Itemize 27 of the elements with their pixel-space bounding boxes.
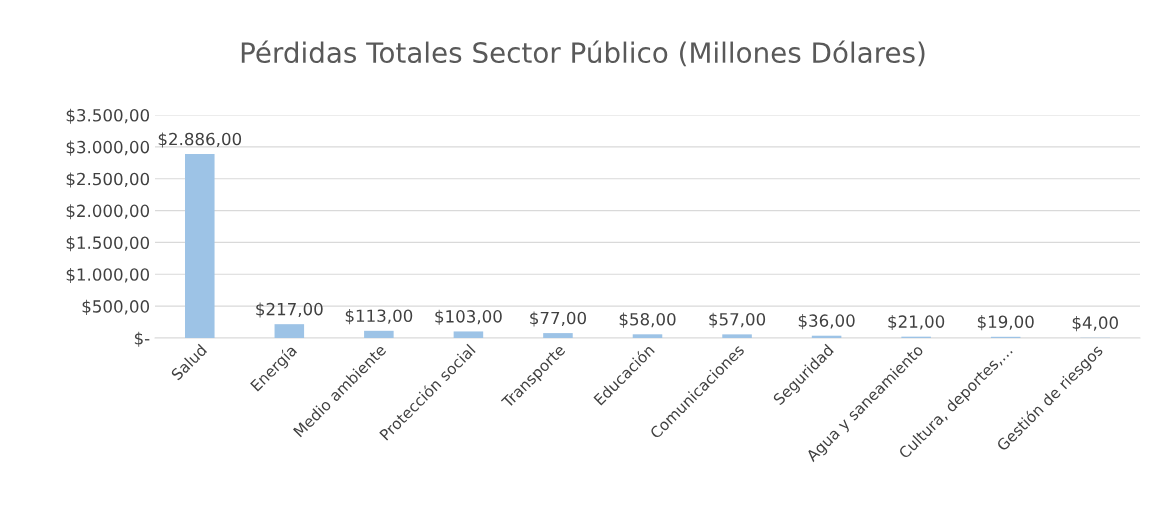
bar (364, 330, 394, 338)
chart-title: Pérdidas Totales Sector Público (Millones Dólares) (241, 40, 925, 67)
data-label: $103,00 (435, 309, 502, 325)
y-tick-label: $500,00 (82, 299, 150, 315)
data-label: $19,00 (977, 315, 1034, 331)
y-tick-label: $1.500,00 (66, 236, 150, 252)
y-tick-label: $3.000,00 (66, 140, 150, 156)
data-label: $36,00 (798, 314, 855, 330)
data-label: $21,00 (888, 314, 945, 331)
data-label: $217,00 (256, 302, 323, 318)
bar (632, 334, 663, 338)
y-tick-label: $- (134, 331, 150, 347)
bar (722, 334, 752, 338)
bar (274, 324, 305, 338)
data-label: $4,00 (1072, 316, 1118, 332)
y-tick-label: $2.500,00 (66, 172, 150, 188)
y-tick-label: $1.000,00 (66, 267, 150, 284)
data-label: $2.886,00 (158, 132, 242, 148)
y-tick-label: $3.500,00 (66, 108, 150, 124)
data-label: $58,00 (619, 312, 676, 328)
bar (185, 154, 215, 338)
data-label: $57,00 (709, 312, 766, 328)
data-label: $113,00 (345, 309, 413, 325)
bar (543, 333, 573, 338)
data-label: $77,00 (530, 311, 587, 327)
bar (453, 331, 484, 338)
y-tick-label: $2.000,00 (66, 204, 150, 220)
